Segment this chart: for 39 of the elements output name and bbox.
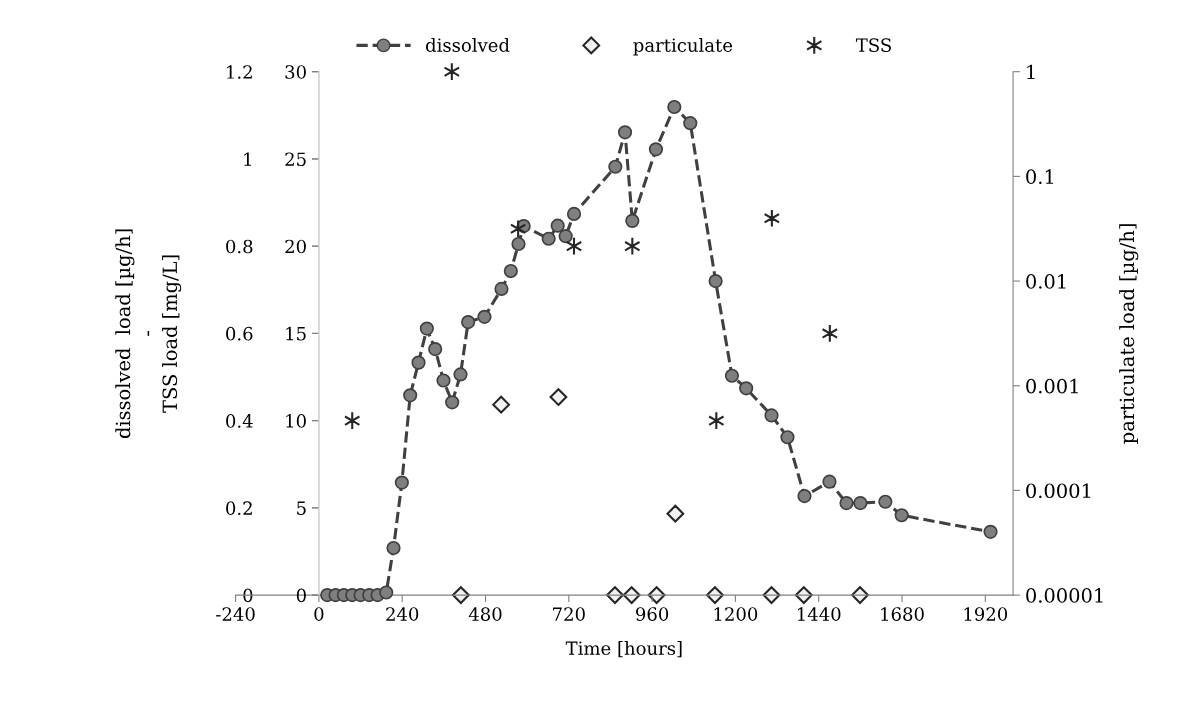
y3-tick-label: 0.01 — [1026, 274, 1066, 289]
x-tick-label: 480 — [468, 607, 502, 621]
y-tick-label: 0.6 — [226, 326, 253, 341]
y-tick-label: 0 — [243, 588, 253, 603]
y2-tick-label: 15 — [286, 326, 306, 341]
y-tick-label: 0.2 — [226, 501, 252, 515]
point — [549, 388, 568, 406]
y2-tick-label: 10 — [286, 414, 306, 428]
point — [666, 504, 685, 523]
y2-tick-label: 30 — [285, 65, 306, 79]
y-tick-label: 0.4 — [226, 414, 253, 428]
legend-label: particulate — [633, 37, 733, 56]
x-tick-label: 720 — [553, 607, 585, 621]
y2-tick-label: 20 — [285, 239, 306, 254]
x-tick-label: 960 — [636, 607, 669, 621]
y3-tick-label: 0.1 — [1026, 169, 1054, 185]
x-tick-label: 1200 — [714, 607, 758, 621]
x-tick-label: -240 — [216, 607, 255, 621]
y3-tick-label: 0.00001 — [1026, 588, 1103, 603]
x-tick-label: 1440 — [797, 607, 841, 621]
x-tick-label: 1920 — [964, 607, 1008, 621]
y2-tick-label: 25 — [285, 152, 306, 167]
x-tick-label: 1680 — [881, 607, 924, 621]
y-axis-title: dissolved load [µg/h] - TSS load [mg/L] — [115, 229, 182, 439]
x-tick-label: 240 — [386, 607, 419, 621]
y2-tick-label: 5 — [297, 501, 306, 515]
y3-tick-label: 0.0001 — [1026, 483, 1091, 499]
legend-label: TSS — [855, 38, 891, 52]
point — [492, 395, 511, 414]
y-tick-label: 0.8 — [226, 239, 253, 254]
y-tick-label: 1.2 — [227, 65, 252, 79]
y-tick-label: 1 — [244, 152, 252, 166]
x-axis-title: Time [hours] — [565, 641, 682, 658]
x-tick-label: 0 — [314, 607, 324, 621]
legend-label: dissolved — [425, 37, 510, 52]
y2-tick-label: 0 — [296, 588, 306, 603]
y3-tick-label: 1 — [1027, 64, 1035, 80]
y3-axis-title: particulate load [µg/h] — [1119, 224, 1139, 444]
y3-tick-label: 0.001 — [1026, 378, 1078, 394]
